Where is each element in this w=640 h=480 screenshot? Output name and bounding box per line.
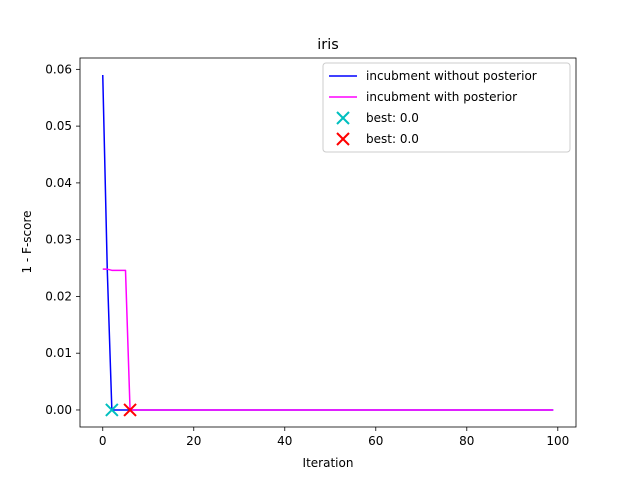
legend-item: incubment with posterior xyxy=(329,90,517,104)
legend-label: best: 0.0 xyxy=(366,111,419,125)
y-tick-label: 0.04 xyxy=(45,176,72,190)
plot-area: 0 20 40 60 80 100 0.00 0.01 0.02 0.03 0.04 0.05 0.06… xyxy=(45,57,577,448)
legend-marker xyxy=(336,111,350,125)
x-tick-label: 40 xyxy=(277,434,292,448)
legend-box xyxy=(322,62,571,153)
x-tick-label: 60 xyxy=(368,434,383,448)
x-tick-label: 80 xyxy=(459,434,474,448)
x-tick-label: 100 xyxy=(546,434,569,448)
y-tick-label: 0.02 xyxy=(45,289,72,303)
x-tick-label: 20 xyxy=(186,434,201,448)
legend-label: best: 0.0 xyxy=(366,132,419,146)
series-line xyxy=(102,268,554,411)
legend-label: incubment with posterior xyxy=(366,90,517,104)
legend-label: incubment without posterior xyxy=(366,69,537,83)
legend-item: incubment without posterior xyxy=(329,69,537,83)
x-tick-label: 0 xyxy=(99,434,107,448)
marker-stroke xyxy=(123,403,137,417)
legend-item: best: 0.0 xyxy=(336,111,419,125)
axes-frame xyxy=(79,57,577,428)
legend-marker xyxy=(336,132,350,146)
best-marker xyxy=(105,403,119,417)
y-tick-label: 0.00 xyxy=(45,403,72,417)
chart-title: iris xyxy=(317,37,338,53)
y-tick-label: 0.01 xyxy=(45,346,72,360)
legend: incubment without posterior incubment wit… xyxy=(322,62,571,153)
y-axis-label: 1 - F-score xyxy=(20,210,34,273)
y-tick-label: 0.03 xyxy=(45,233,72,247)
marker-stroke xyxy=(105,403,119,417)
best-marker xyxy=(123,403,137,417)
x-axis-label: Iteration xyxy=(303,456,354,470)
y-tick-label: 0.06 xyxy=(45,62,72,76)
y-tick-label: 0.05 xyxy=(45,119,72,133)
legend-item: best: 0.0 xyxy=(336,132,419,146)
